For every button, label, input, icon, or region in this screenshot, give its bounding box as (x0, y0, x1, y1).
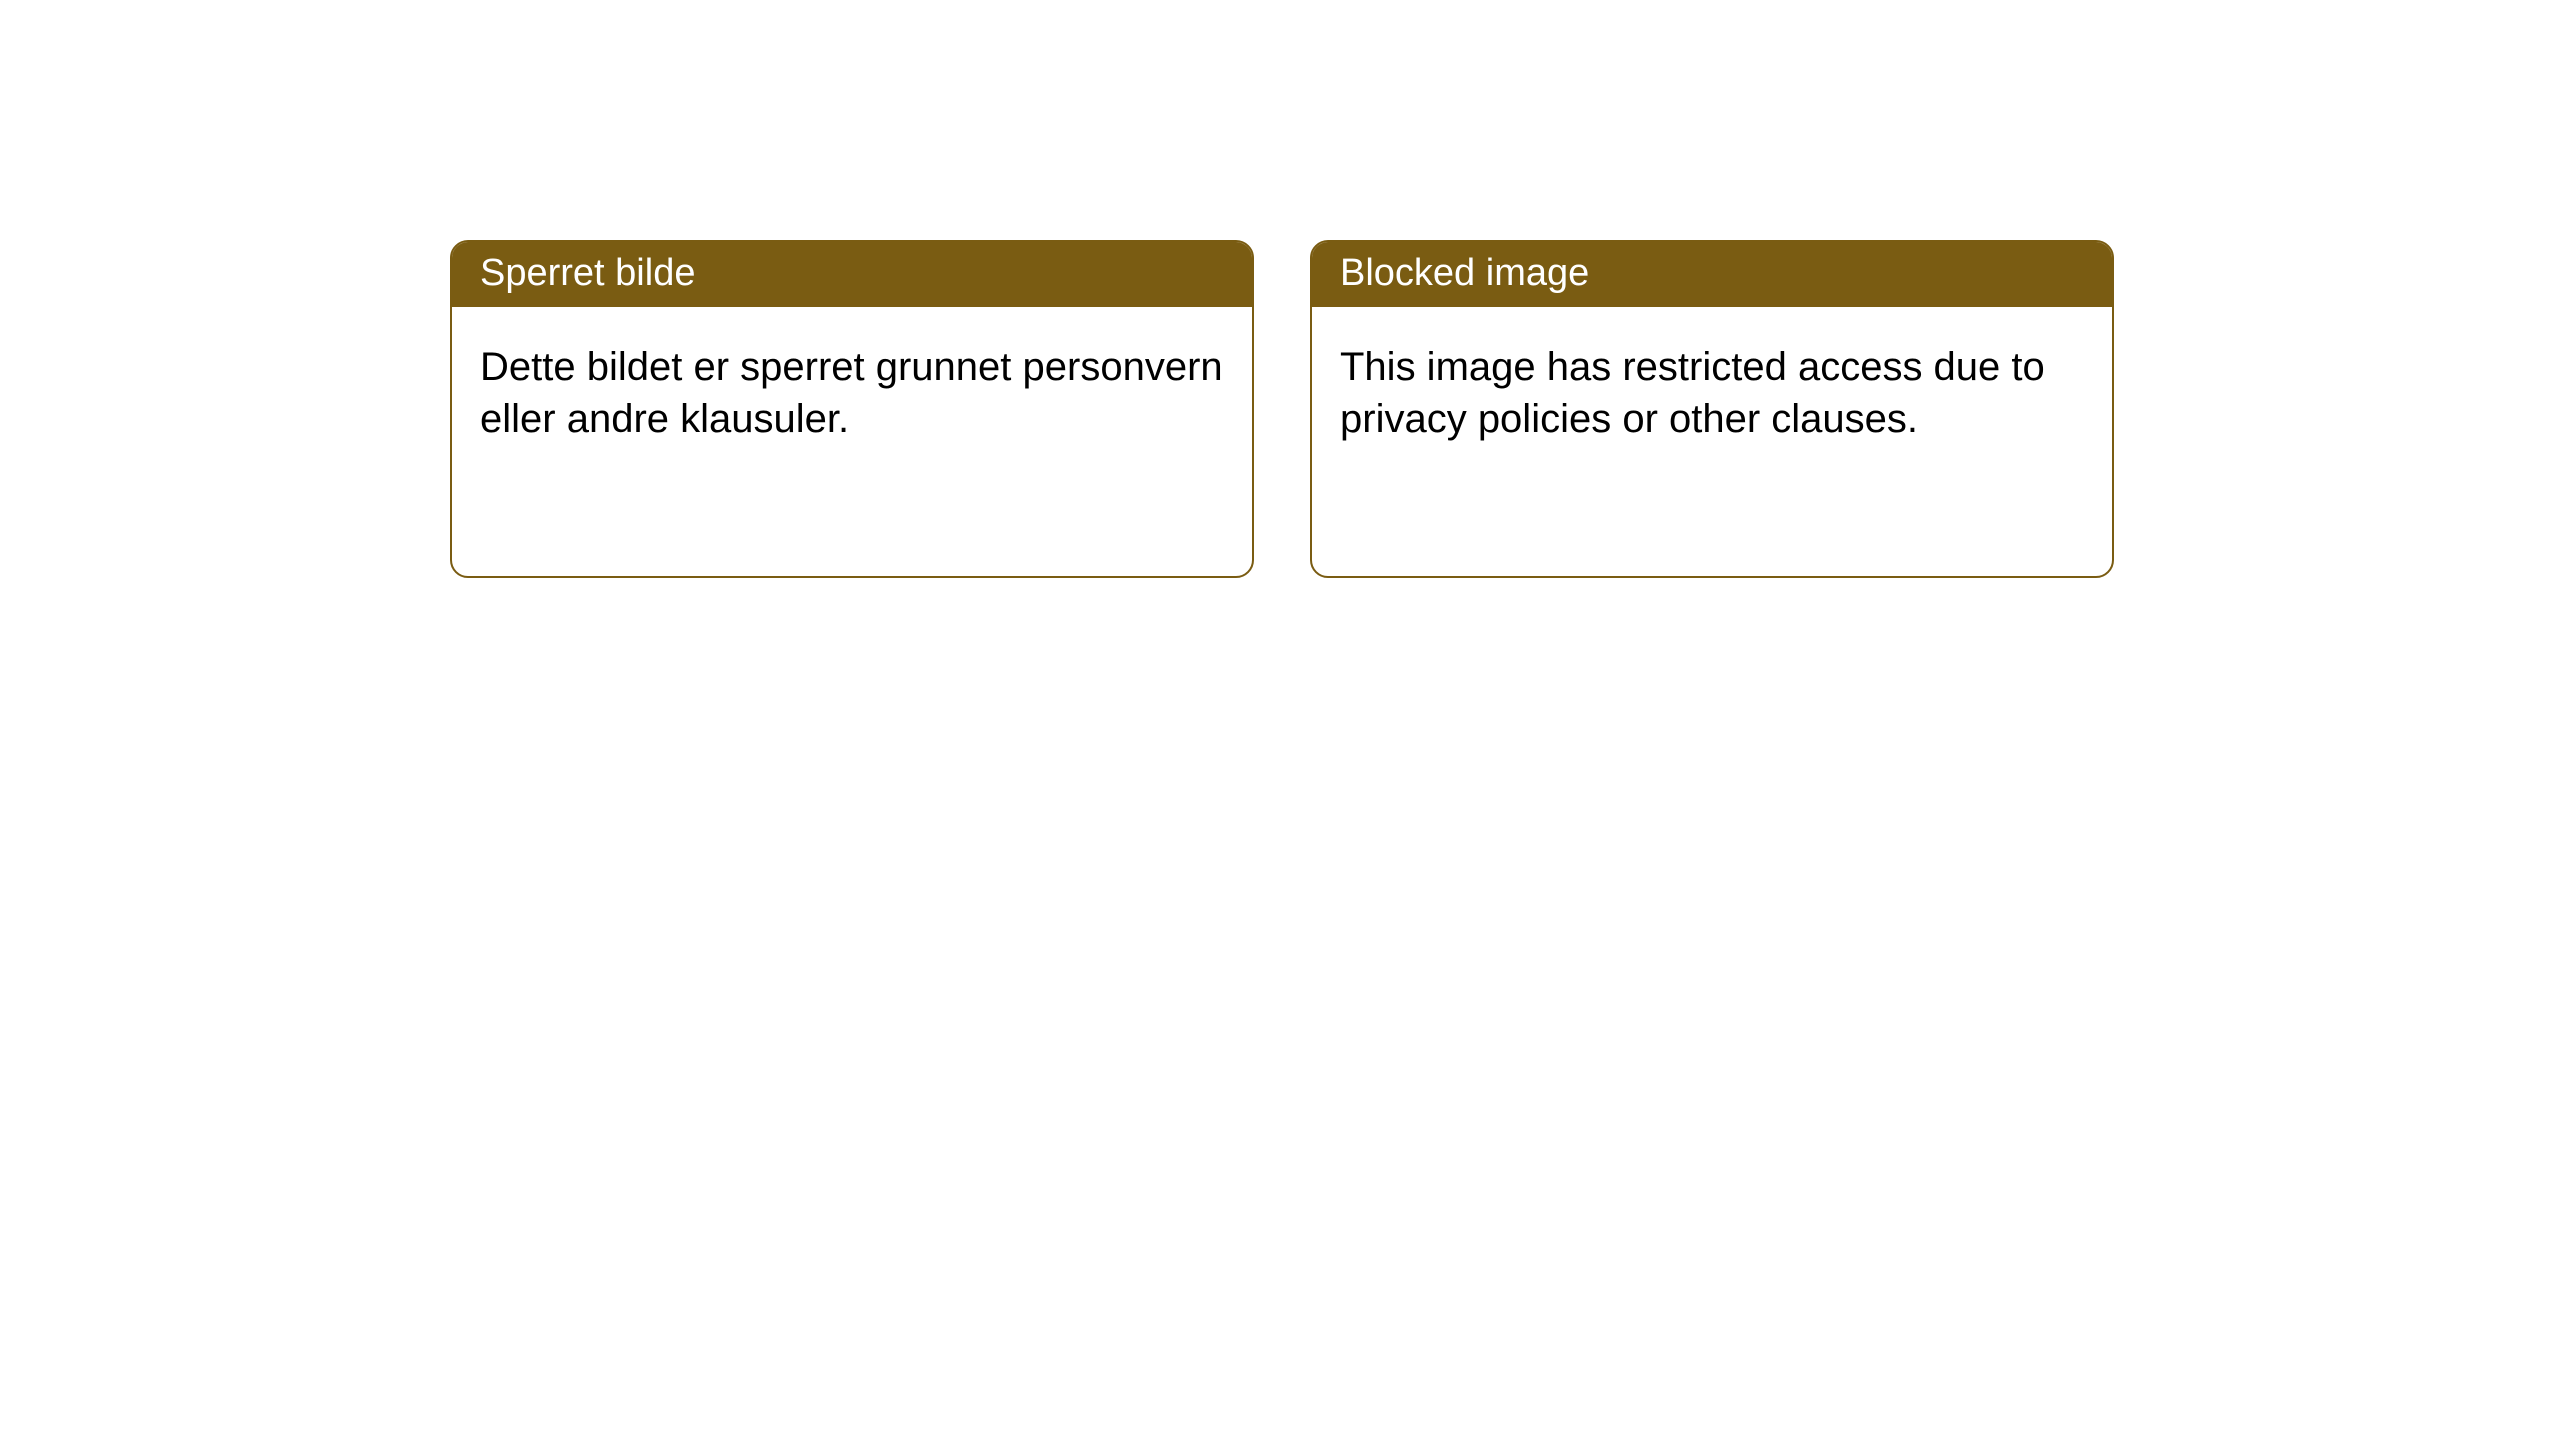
notice-header: Sperret bilde (452, 242, 1252, 307)
notice-container: Sperret bilde Dette bildet er sperret gr… (0, 0, 2560, 578)
notice-box-norwegian: Sperret bilde Dette bildet er sperret gr… (450, 240, 1254, 578)
notice-body: Dette bildet er sperret grunnet personve… (452, 307, 1252, 479)
notice-box-english: Blocked image This image has restricted … (1310, 240, 2114, 578)
notice-header: Blocked image (1312, 242, 2112, 307)
notice-body: This image has restricted access due to … (1312, 307, 2112, 479)
